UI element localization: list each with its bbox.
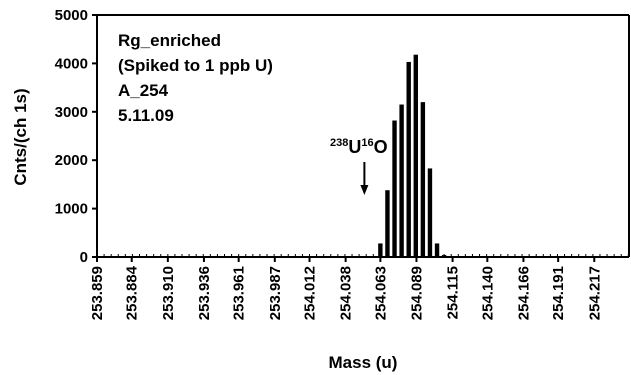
isotope-mass-superscript: 238	[330, 137, 348, 149]
x-axis-label: Mass (u)	[329, 353, 398, 372]
axes-group	[96, 14, 630, 258]
x-tick-label: 254.166	[515, 266, 532, 320]
x-tick-label: 254.063	[372, 266, 389, 320]
y-tick-label: 1000	[55, 201, 88, 218]
bars-group	[378, 54, 447, 258]
spectrum-bar	[385, 190, 390, 257]
oxygen-mass-superscript: 16	[361, 137, 373, 149]
x-tick-label: 253.961	[231, 266, 248, 320]
down-arrow-icon	[360, 162, 369, 195]
annotation-line-4: 5.11.09	[118, 106, 174, 125]
isotope-element: U	[348, 137, 361, 157]
y-ticks-group: 0 1000 2000 3000 4000 5000	[55, 7, 97, 266]
annotation-line-1: Rg_enriched	[118, 31, 221, 50]
spectrum-bar	[392, 120, 397, 258]
spectrum-bar	[427, 168, 433, 257]
x-tick-label: 253.910	[160, 266, 177, 320]
x-tick-label: 254.217	[586, 266, 603, 320]
annotation-line-3: A_254	[118, 81, 169, 100]
y-axis-label: Cnts/(ch 1s)	[11, 88, 30, 185]
spectrum-bar	[420, 102, 426, 258]
x-tick-label: 254.115	[445, 266, 462, 319]
x-ticks-group: 253.859 253.884 253.910 253.936 253.961 253.9…	[89, 254, 629, 320]
spectrum-bar	[413, 54, 418, 257]
arrow-head	[360, 185, 369, 195]
x-tick-label: 254.012	[302, 266, 319, 320]
oxygen-element: O	[374, 137, 388, 157]
y-tick-label: 2000	[55, 152, 88, 169]
isotope-label: 238U16O	[330, 137, 388, 157]
y-tick-label: 0	[80, 249, 88, 266]
x-tick-label: 254.089	[408, 266, 425, 320]
y-tick-label: 3000	[55, 104, 88, 121]
x-tick-label: 253.859	[89, 266, 106, 320]
x-tick-label: 254.140	[479, 266, 496, 320]
x-tick-label: 254.191	[550, 266, 567, 320]
spectrum-bar	[399, 104, 404, 257]
annotation-line-2: (Spiked to 1 ppb U)	[118, 56, 273, 75]
annotation-block: Rg_enriched (Spiked to 1 ppb U) A_254 5.…	[118, 31, 273, 125]
x-tick-label: 253.987	[267, 266, 284, 320]
spectrum-bar	[378, 243, 383, 257]
x-tick-label: 253.936	[196, 266, 213, 320]
isotope-marker: 238U16O	[330, 137, 388, 195]
spectrum-bar	[406, 61, 411, 257]
y-tick-label: 4000	[55, 55, 88, 72]
spectrum-bar	[434, 243, 440, 257]
x-tick-label: 254.038	[338, 266, 355, 320]
x-tick-label: 253.884	[124, 265, 141, 320]
y-tick-label: 5000	[55, 7, 88, 24]
